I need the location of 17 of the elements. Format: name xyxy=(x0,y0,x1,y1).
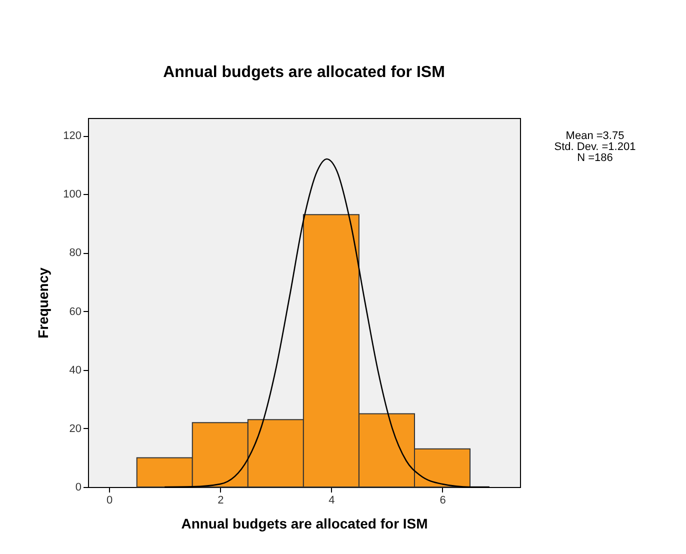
y-axis-title: Frequency xyxy=(35,267,52,338)
y-tick-label: 80 xyxy=(69,247,82,260)
text: Std. Dev. =1.201 xyxy=(554,141,636,153)
x-axis-title: Annual budgets are allocated for ISM xyxy=(181,516,428,532)
x-tick-label: 4 xyxy=(328,494,335,506)
x-tick-label: 0 xyxy=(106,494,113,506)
text: Mean =3.75 xyxy=(566,130,624,142)
y-tick-label: 60 xyxy=(69,306,82,318)
x-tick-label: 6 xyxy=(440,494,446,506)
y-tick-label: 40 xyxy=(69,364,82,376)
chart-title: Annual budgets are allocated for ISM xyxy=(163,64,445,81)
text: N =186 xyxy=(577,152,613,164)
y-tick-label: 0 xyxy=(75,482,82,494)
y-tick-label: 120 xyxy=(63,130,82,142)
x-tick-label: 2 xyxy=(218,494,224,506)
y-tick-label: 100 xyxy=(63,188,82,201)
y-tick-label: 20 xyxy=(69,422,82,435)
